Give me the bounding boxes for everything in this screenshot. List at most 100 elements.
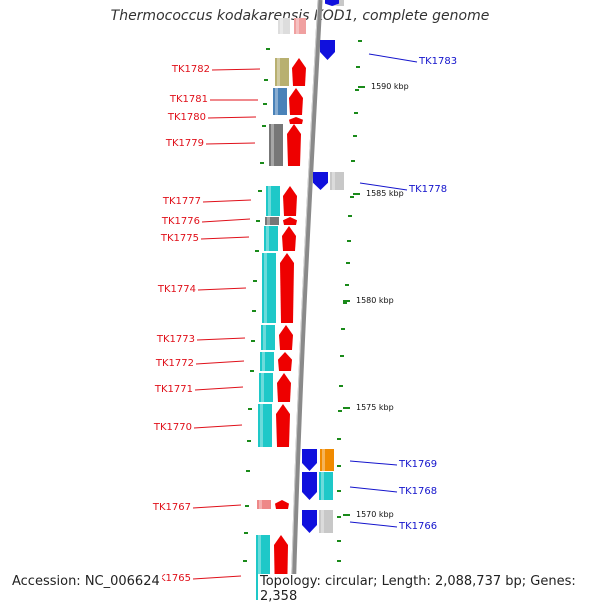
gene-box-shine bbox=[267, 217, 270, 225]
gene-label[interactable]: TK1765 bbox=[152, 573, 191, 584]
gene-box-shine bbox=[280, 18, 283, 34]
tick-mark bbox=[264, 79, 268, 81]
scale-label: 1590 kbp bbox=[371, 82, 409, 91]
gene-arrow-forward bbox=[287, 124, 301, 166]
tick-mark bbox=[345, 284, 349, 286]
gene-label[interactable]: TK1768 bbox=[399, 486, 438, 497]
gene-label[interactable]: TK1767 bbox=[152, 502, 191, 513]
gene-label[interactable]: TK1771 bbox=[154, 384, 193, 395]
gene-arrow-reverse bbox=[302, 510, 317, 533]
gene-label[interactable]: TK1769 bbox=[399, 459, 438, 470]
gene-label[interactable]: TK1778 bbox=[409, 184, 448, 195]
gene-box-shine bbox=[263, 325, 266, 350]
gene-arrow-forward bbox=[283, 217, 297, 225]
gene-arrow-reverse bbox=[302, 449, 317, 471]
gene-label[interactable]: TK1776 bbox=[161, 216, 200, 227]
gene-label-leader bbox=[195, 360, 245, 365]
gene-arrow-forward bbox=[280, 253, 294, 323]
tick-mark bbox=[346, 262, 350, 264]
gene-label[interactable]: TK1772 bbox=[155, 358, 194, 369]
scale-tick bbox=[358, 86, 365, 88]
scale-tick bbox=[343, 407, 350, 409]
gene-label[interactable]: TK1766 bbox=[399, 521, 438, 532]
gene-label-leader bbox=[211, 68, 261, 71]
gene-label-leader bbox=[201, 218, 251, 223]
gene-label-leader bbox=[192, 575, 242, 580]
tick-mark bbox=[251, 340, 255, 342]
tick-mark bbox=[266, 48, 270, 50]
gene-arrow-forward bbox=[277, 373, 291, 402]
gene-label[interactable]: TK1773 bbox=[156, 334, 195, 345]
gene-arrow bbox=[325, 0, 339, 6]
gene-label[interactable]: TK1782 bbox=[171, 64, 210, 75]
gene-box-shine bbox=[268, 186, 271, 216]
tick-mark bbox=[337, 490, 341, 492]
gene-label[interactable]: TK1777 bbox=[162, 196, 201, 207]
tick-mark bbox=[250, 370, 254, 372]
tick-mark bbox=[246, 470, 250, 472]
gene-label[interactable]: TK1779 bbox=[165, 138, 204, 149]
gene-box-shine bbox=[275, 88, 278, 115]
tick-mark bbox=[339, 385, 343, 387]
gene-label-leader bbox=[368, 53, 418, 63]
gene-box-shine bbox=[266, 226, 269, 251]
tick-mark bbox=[354, 112, 358, 114]
tick-mark bbox=[350, 196, 354, 198]
tick-mark bbox=[258, 190, 262, 192]
gene-box-shine bbox=[277, 58, 280, 86]
tick-mark bbox=[256, 220, 260, 222]
gene-label-leader bbox=[202, 199, 252, 203]
gene-arrow-forward bbox=[276, 404, 290, 447]
gene-box bbox=[258, 404, 272, 447]
tick-mark bbox=[353, 135, 357, 137]
gene-arrow-forward bbox=[283, 186, 297, 216]
gene-box-shine bbox=[264, 253, 267, 323]
gene-label-leader bbox=[349, 460, 398, 466]
gene-label-leader bbox=[194, 386, 244, 391]
gene-arrow-reverse bbox=[302, 472, 317, 500]
gene-box-shine bbox=[262, 352, 265, 371]
gene-box bbox=[330, 172, 344, 190]
tick-mark bbox=[355, 89, 359, 91]
gene-arrow-forward bbox=[279, 325, 293, 350]
gene-label[interactable]: TK1770 bbox=[153, 422, 192, 433]
gene-arrow-forward bbox=[289, 117, 303, 124]
scale-tick bbox=[353, 193, 360, 195]
gene-box bbox=[257, 500, 271, 509]
gene-label[interactable]: TK1774 bbox=[157, 284, 196, 295]
gene-label[interactable]: TK1781 bbox=[169, 94, 208, 105]
gene-box bbox=[319, 472, 333, 500]
gene-box bbox=[266, 186, 280, 216]
gene-arrow-forward bbox=[292, 58, 306, 86]
scale-tick bbox=[343, 300, 350, 302]
gene-label[interactable]: TK1783 bbox=[419, 56, 458, 67]
gene-box bbox=[261, 325, 275, 350]
gene-arrow-forward bbox=[278, 352, 292, 371]
gene-box bbox=[269, 124, 283, 166]
tick-mark bbox=[263, 103, 267, 105]
tick-mark bbox=[245, 505, 249, 507]
gene-label-leader bbox=[192, 504, 242, 509]
gene-box bbox=[275, 58, 289, 86]
tick-mark bbox=[244, 532, 248, 534]
tick-mark bbox=[260, 162, 264, 164]
gene-box bbox=[273, 88, 287, 115]
gene-label[interactable]: TK1780 bbox=[167, 112, 206, 123]
tick-mark bbox=[252, 310, 256, 312]
gene-box-shine bbox=[296, 18, 299, 34]
gene-label[interactable]: TK1775 bbox=[160, 233, 199, 244]
gene-label-leader bbox=[349, 521, 398, 528]
tick-mark bbox=[337, 438, 341, 440]
tick-mark bbox=[247, 440, 251, 442]
gene-box-shine bbox=[321, 510, 324, 533]
gene-label-leader bbox=[200, 236, 250, 240]
tick-mark bbox=[347, 240, 351, 242]
gene-arrow-forward bbox=[282, 226, 296, 251]
tick-mark bbox=[253, 280, 257, 282]
gene-label-leader bbox=[197, 287, 247, 291]
scale-tick bbox=[343, 514, 350, 516]
gene-box bbox=[278, 18, 290, 34]
gene-label-leader bbox=[193, 424, 243, 429]
gene-box-shine bbox=[260, 404, 263, 447]
